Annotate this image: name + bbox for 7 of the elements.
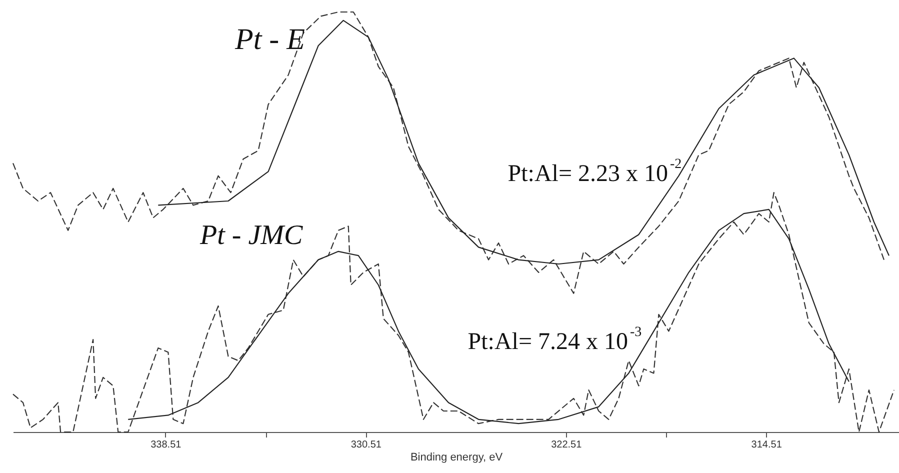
x-tick-label: 322.51 [551,440,582,450]
annotation: Pt - JMC [199,220,303,251]
x-tick-label: 314.51 [751,440,782,450]
x-tick-label: 338.51 [150,440,182,450]
annotation: Pt - E [234,23,305,56]
x-axis-title: Binding energy, eV [410,452,504,464]
x-tick-label: 330.51 [350,440,382,450]
